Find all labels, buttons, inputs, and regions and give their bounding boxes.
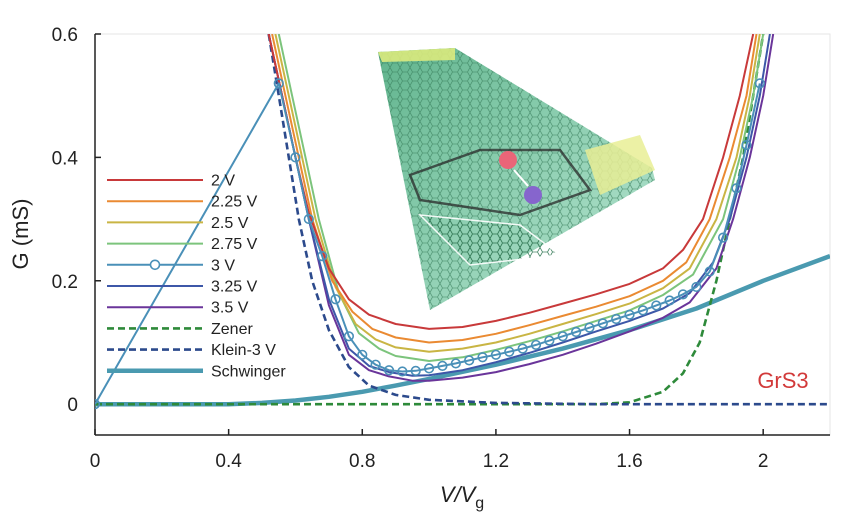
x-tick-label: 0.4 — [215, 451, 242, 472]
series-marker-3v — [570, 326, 582, 338]
series-line-schwinger — [95, 253, 830, 407]
series-line-klein-3-v — [267, 34, 830, 406]
y-tick-label: 0.6 — [52, 25, 78, 46]
series-marker-3v — [477, 352, 488, 363]
series-marker-3v — [704, 266, 715, 277]
legend-label: Zener — [211, 321, 253, 338]
legend-label: 2.75 V — [211, 236, 258, 253]
series-marker-3v — [95, 399, 101, 410]
y-ticks: 0 0.2 0.4 0.6 — [52, 25, 101, 416]
series-marker-3v — [370, 359, 381, 370]
series-marker-3v — [691, 281, 702, 293]
series-line-2-5-v — [274, 34, 761, 353]
series-marker-3v — [637, 305, 649, 316]
series-marker-3v — [303, 213, 314, 225]
y-axis-label: G (mS) — [8, 199, 33, 270]
series-marker-3v — [517, 343, 528, 354]
x-tick-label: 0 — [90, 451, 101, 472]
series-marker-3v — [624, 309, 635, 320]
y-tick-label: 0.2 — [52, 272, 78, 293]
series-marker-3v — [651, 300, 662, 311]
y-tick-label: 0 — [67, 395, 78, 416]
legend-label: Klein-3 V — [211, 342, 276, 359]
x-tick-label: 1.2 — [483, 451, 509, 472]
x-tick-label: 1.6 — [616, 451, 642, 472]
series-marker-3v — [557, 331, 568, 342]
series-marker-3v — [584, 322, 595, 333]
series-marker-3v — [754, 78, 765, 89]
series-marker-3v — [664, 295, 675, 306]
legend-label: Schwinger — [211, 363, 286, 380]
series-marker-3v — [611, 313, 622, 325]
x-tick-label: 2 — [758, 451, 769, 472]
x-ticks: 0 0.4 0.8 1.2 1.6 2 — [90, 429, 769, 472]
series-marker-3v — [464, 355, 475, 366]
y-tick-label: 0.4 — [52, 148, 79, 169]
series-marker-3v — [437, 360, 448, 372]
series-marker-3v — [397, 366, 408, 377]
x-tick-label: 0.8 — [349, 451, 375, 472]
series-marker-3v — [450, 358, 461, 369]
series-marker-3v — [731, 183, 742, 194]
series-marker-3v — [317, 250, 328, 262]
series-marker-3v — [343, 331, 355, 342]
legend-label: 2.25 V — [211, 194, 258, 211]
series-marker-3v — [677, 289, 689, 300]
series-marker-3v — [330, 294, 341, 305]
series-marker-3v — [717, 232, 729, 243]
series-marker-3v — [383, 365, 395, 376]
legend-label: 3.5 V — [211, 300, 249, 317]
series-marker-3v — [597, 318, 608, 329]
series-marker-3v — [357, 349, 368, 360]
series-line-2-v — [267, 34, 755, 330]
legend-label: 3 V — [211, 257, 235, 274]
graphene-inset-illustration — [378, 48, 655, 310]
series-marker-3v — [544, 335, 555, 346]
legend: 2 V 2.25 V 2.5 V 2.75 V 3 V 3.25 V 3.5 V Zener K… — [107, 173, 286, 380]
series-marker-3v — [530, 339, 542, 351]
series-layer — [95, 34, 830, 410]
series-marker-3v — [423, 363, 435, 374]
legend-label: 2.5 V — [211, 215, 249, 232]
sample-annotation: GrS3 — [757, 368, 808, 393]
electron-icon — [499, 151, 517, 169]
series-marker-3v — [273, 78, 284, 89]
series-marker-3v — [741, 139, 752, 151]
series-marker-3v — [410, 365, 421, 376]
legend-marker — [149, 259, 161, 271]
x-axis-label: V/Vg — [440, 482, 484, 512]
legend-label: 2 V — [211, 173, 235, 190]
series-marker-3v — [504, 346, 515, 357]
legend-label: 3.25 V — [211, 279, 258, 296]
hole-icon — [524, 186, 542, 204]
series-line-zener — [95, 34, 765, 406]
series-marker-3v — [290, 152, 301, 163]
series-marker-3v — [490, 349, 502, 360]
